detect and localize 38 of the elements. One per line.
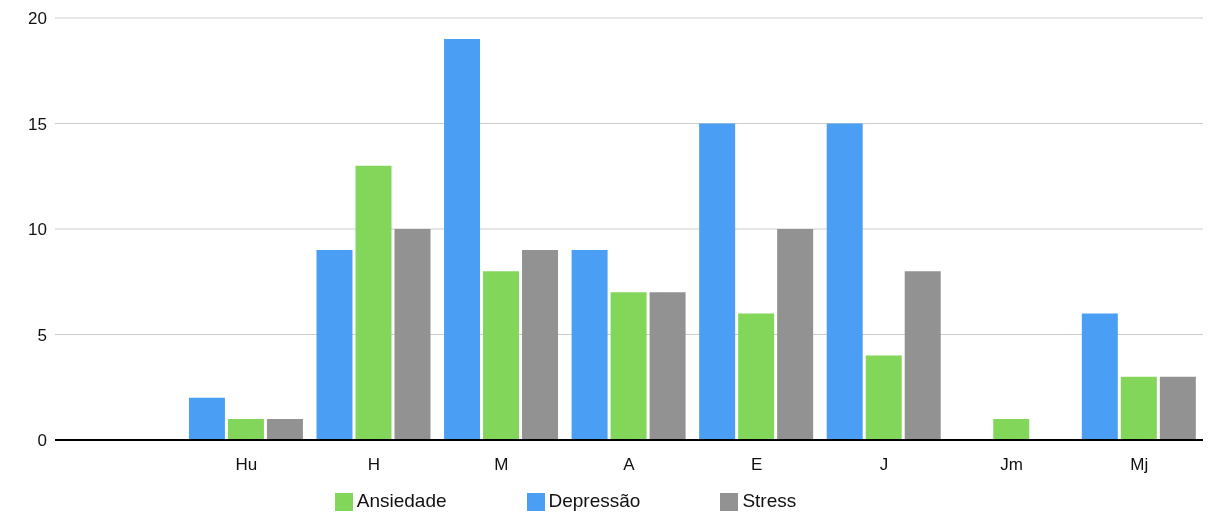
legend-label: Ansiedade (356, 490, 447, 511)
bar (571, 250, 608, 440)
bar (699, 123, 736, 440)
x-tick-label: J (879, 455, 889, 475)
bar (266, 418, 303, 440)
x-tick-label: Hu (235, 455, 258, 475)
bar (316, 250, 353, 440)
bar (483, 271, 520, 440)
bar (1120, 376, 1157, 440)
x-tick-label: H (367, 455, 381, 475)
bar (738, 313, 775, 440)
bar (355, 165, 392, 440)
bar (227, 418, 264, 440)
legend-label: Depressão (548, 490, 641, 511)
bar (522, 250, 559, 440)
y-tick-label: 0 (37, 431, 47, 451)
bar (865, 355, 902, 440)
x-tick-label: M (494, 455, 509, 475)
bar (394, 229, 431, 440)
bar (649, 292, 686, 440)
bar (904, 271, 941, 440)
x-tick-label: A (623, 455, 636, 475)
y-tick-label: 20 (28, 9, 47, 29)
bar (444, 39, 481, 440)
y-tick-label: 10 (28, 220, 47, 240)
bar (777, 229, 814, 440)
y-tick-label: 5 (37, 325, 47, 345)
bar (1159, 376, 1196, 440)
bar (610, 292, 647, 440)
x-tick-label: Mj (1130, 455, 1149, 475)
legend-label: Stress (742, 490, 797, 511)
bar (188, 397, 225, 440)
bar (1081, 313, 1118, 440)
x-tick-label: E (750, 455, 763, 475)
bar (826, 123, 863, 440)
x-tick-label: Jm (1000, 455, 1023, 475)
bar (993, 418, 1030, 440)
y-tick-label: 15 (28, 114, 47, 134)
